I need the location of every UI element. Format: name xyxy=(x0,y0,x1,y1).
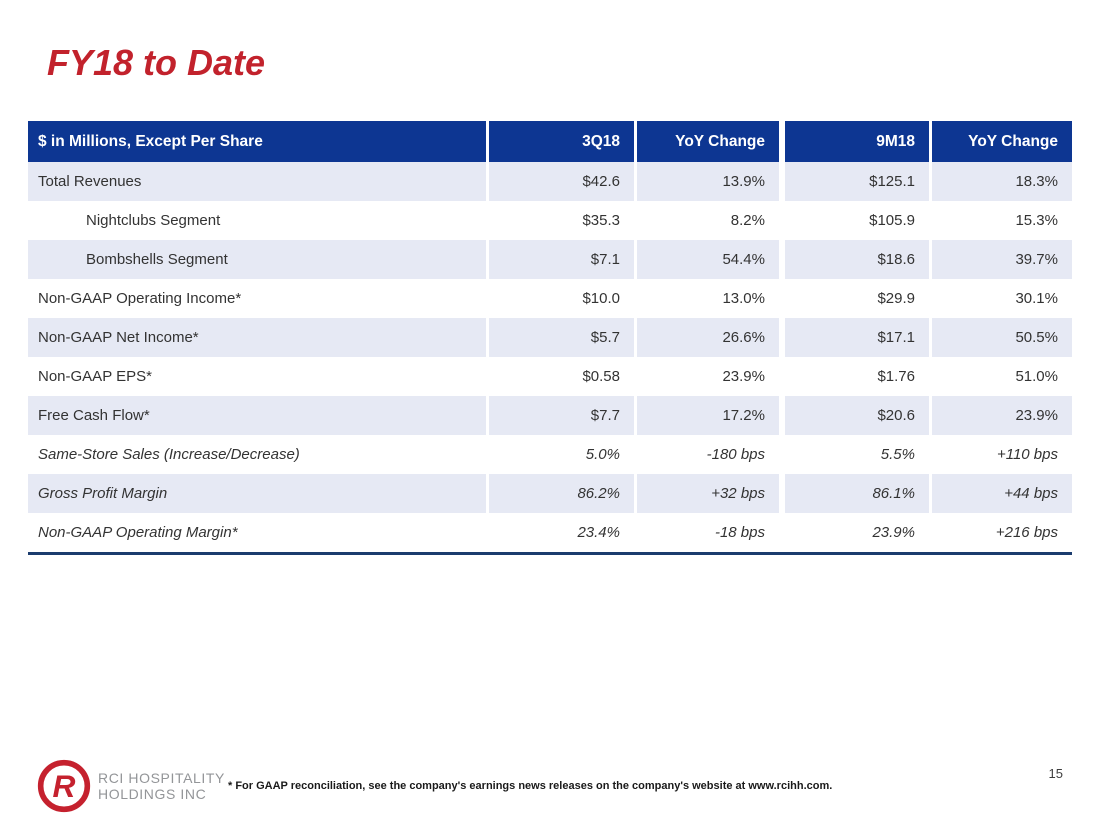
row-label: Total Revenues xyxy=(28,162,486,201)
cell-3q18: $10.0 xyxy=(486,279,634,318)
cell-9m18-yoy: +44 bps xyxy=(929,474,1072,513)
cell-3q18: $35.3 xyxy=(486,201,634,240)
cell-9m18: $20.6 xyxy=(779,396,929,435)
cell-9m18: $1.76 xyxy=(779,357,929,396)
cell-9m18: 23.9% xyxy=(779,513,929,552)
logo-text-line1: RCI HOSPITALITY xyxy=(98,770,225,786)
table-header-row: $ in Millions, Except Per Share 3Q18 YoY… xyxy=(28,121,1072,162)
cell-3q18: 5.0% xyxy=(486,435,634,474)
cell-9m18-yoy: 50.5% xyxy=(929,318,1072,357)
cell-3q18: $7.7 xyxy=(486,396,634,435)
cell-9m18: $17.1 xyxy=(779,318,929,357)
cell-3q18-yoy: 13.0% xyxy=(634,279,779,318)
cell-9m18: 5.5% xyxy=(779,435,929,474)
cell-9m18: $105.9 xyxy=(779,201,929,240)
table-row: Free Cash Flow* $7.7 17.2% $20.6 23.9% xyxy=(28,396,1072,435)
page-title: FY18 to Date xyxy=(47,42,266,83)
column-header-9m18-yoy: YoY Change xyxy=(929,121,1072,162)
cell-3q18-yoy: 8.2% xyxy=(634,201,779,240)
cell-9m18-yoy: +216 bps xyxy=(929,513,1072,552)
table-row: Nightclubs Segment $35.3 8.2% $105.9 15.… xyxy=(28,201,1072,240)
cell-9m18: $125.1 xyxy=(779,162,929,201)
company-logo: R RCI HOSPITALITY HOLDINGS INC xyxy=(36,758,225,814)
cell-3q18-yoy: -18 bps xyxy=(634,513,779,552)
cell-3q18: 23.4% xyxy=(486,513,634,552)
cell-9m18-yoy: 51.0% xyxy=(929,357,1072,396)
cell-3q18: 86.2% xyxy=(486,474,634,513)
column-header-3q18-yoy: YoY Change xyxy=(634,121,779,162)
row-label: Non-GAAP EPS* xyxy=(28,357,486,396)
cell-3q18: $5.7 xyxy=(486,318,634,357)
cell-9m18-yoy: +110 bps xyxy=(929,435,1072,474)
cell-9m18: $29.9 xyxy=(779,279,929,318)
row-label: Gross Profit Margin xyxy=(28,474,486,513)
row-label: Bombshells Segment xyxy=(28,240,486,279)
cell-9m18-yoy: 15.3% xyxy=(929,201,1072,240)
cell-9m18-yoy: 18.3% xyxy=(929,162,1072,201)
row-label: Non-GAAP Operating Income* xyxy=(28,279,486,318)
financial-results-table: $ in Millions, Except Per Share 3Q18 YoY… xyxy=(28,121,1072,555)
row-label: Non-GAAP Net Income* xyxy=(28,318,486,357)
cell-9m18-yoy: 23.9% xyxy=(929,396,1072,435)
svg-text:R: R xyxy=(53,768,76,804)
cell-9m18: 86.1% xyxy=(779,474,929,513)
gaap-footnote: * For GAAP reconciliation, see the compa… xyxy=(228,780,833,792)
cell-3q18-yoy: 26.6% xyxy=(634,318,779,357)
page-number: 15 xyxy=(1048,766,1063,781)
cell-3q18: $0.58 xyxy=(486,357,634,396)
column-header-9m18: 9M18 xyxy=(779,121,929,162)
column-header-metric: $ in Millions, Except Per Share xyxy=(28,121,486,162)
cell-3q18-yoy: +32 bps xyxy=(634,474,779,513)
row-label: Nightclubs Segment xyxy=(28,201,486,240)
table-row: Same-Store Sales (Increase/Decrease) 5.0… xyxy=(28,435,1072,474)
table-row: Total Revenues $42.6 13.9% $125.1 18.3% xyxy=(28,162,1072,201)
table-row: Non-GAAP Operating Margin* 23.4% -18 bps… xyxy=(28,513,1072,552)
logo-text-line2: HOLDINGS INC xyxy=(98,786,207,802)
cell-3q18-yoy: 23.9% xyxy=(634,357,779,396)
cell-9m18: $18.6 xyxy=(779,240,929,279)
table-row: Gross Profit Margin 86.2% +32 bps 86.1% … xyxy=(28,474,1072,513)
cell-9m18-yoy: 30.1% xyxy=(929,279,1072,318)
cell-3q18: $42.6 xyxy=(486,162,634,201)
cell-3q18-yoy: 17.2% xyxy=(634,396,779,435)
row-label: Free Cash Flow* xyxy=(28,396,486,435)
column-header-3q18: 3Q18 xyxy=(486,121,634,162)
cell-9m18-yoy: 39.7% xyxy=(929,240,1072,279)
table-row: Bombshells Segment $7.1 54.4% $18.6 39.7… xyxy=(28,240,1072,279)
cell-3q18-yoy: 13.9% xyxy=(634,162,779,201)
table-row: Non-GAAP EPS* $0.58 23.9% $1.76 51.0% xyxy=(28,357,1072,396)
rci-logo-icon: R xyxy=(37,759,91,813)
table-row: Non-GAAP Net Income* $5.7 26.6% $17.1 50… xyxy=(28,318,1072,357)
cell-3q18-yoy: -180 bps xyxy=(634,435,779,474)
row-label: Same-Store Sales (Increase/Decrease) xyxy=(28,435,486,474)
logo-text: RCI HOSPITALITY HOLDINGS INC xyxy=(98,770,225,802)
row-label: Non-GAAP Operating Margin* xyxy=(28,513,486,552)
cell-3q18: $7.1 xyxy=(486,240,634,279)
table-row: Non-GAAP Operating Income* $10.0 13.0% $… xyxy=(28,279,1072,318)
cell-3q18-yoy: 54.4% xyxy=(634,240,779,279)
